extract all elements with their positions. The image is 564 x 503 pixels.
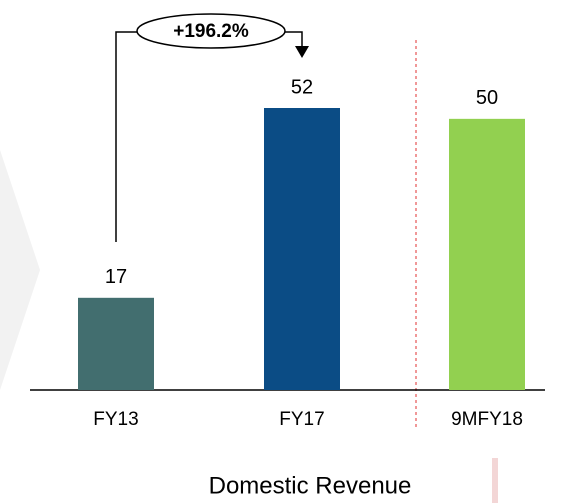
bar <box>264 108 340 390</box>
x-tick-label: FY13 <box>93 409 138 430</box>
bar <box>449 118 525 390</box>
chevron-decoration <box>0 150 40 390</box>
x-tick-label: FY17 <box>279 409 324 430</box>
annotation-arrowhead <box>295 46 309 58</box>
value-label: 52 <box>291 76 313 98</box>
annotation-connector <box>285 31 303 48</box>
annotation: +196.2% <box>173 21 249 42</box>
annotation-oval <box>136 13 286 49</box>
title-box-shadow <box>492 458 498 503</box>
x-tick-label: 9MFY18 <box>451 409 523 430</box>
annotation-connector <box>115 31 137 242</box>
bar <box>78 297 154 390</box>
value-label: 50 <box>476 87 498 109</box>
title-box <box>129 458 492 503</box>
chart-title: Domestic Revenue <box>209 472 412 499</box>
value-label: 17 <box>105 266 127 288</box>
